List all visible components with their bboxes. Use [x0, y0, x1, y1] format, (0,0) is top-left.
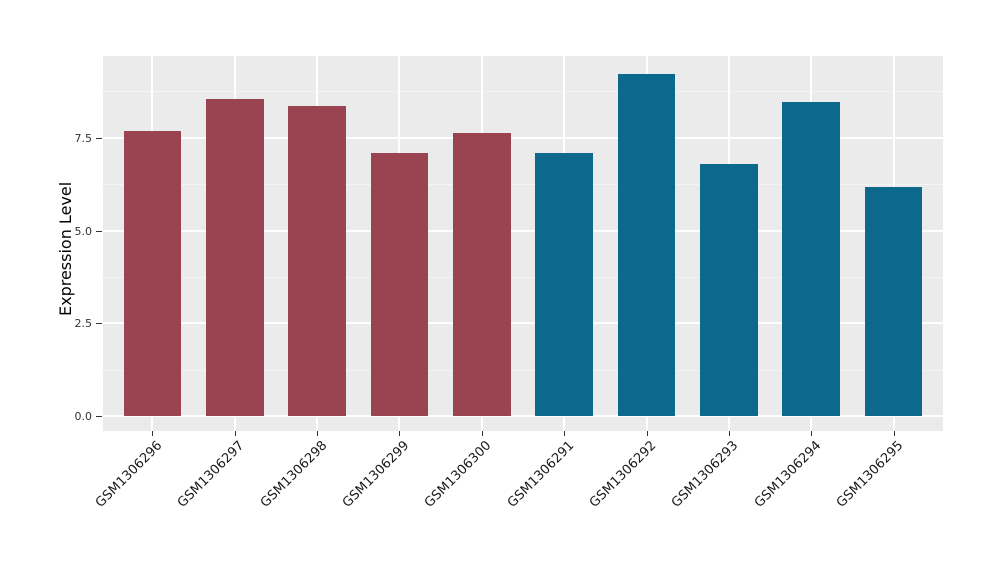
y-tick-label: 2.5: [74, 317, 93, 331]
y-tick-label: 5.0: [74, 224, 93, 238]
bar-GSM1306293: [700, 164, 758, 417]
gridline-minor: [103, 91, 943, 93]
gridline-major: [103, 229, 943, 232]
x-tick-label-text: GSM1306296: [92, 438, 166, 511]
bar-GSM1306299: [370, 153, 429, 417]
x-tick-mark: [811, 431, 813, 436]
bar-GSM1306291: [535, 153, 593, 417]
bar-GSM1306294: [782, 102, 841, 417]
y-tick-mark: [96, 137, 102, 139]
gridline-major: [103, 322, 943, 325]
gridline-major: [103, 415, 943, 418]
x-tick-mark: [646, 431, 648, 436]
bar-GSM1306297: [205, 99, 264, 417]
x-tick-label-text: GSM1306293: [669, 438, 742, 511]
y-tick-label: 0.0: [74, 410, 93, 424]
x-tick-label-text: GSM1306292: [586, 438, 660, 511]
bar-GSM1306296: [123, 131, 182, 417]
x-tick-mark: [728, 431, 730, 436]
bar-GSM1306300: [453, 133, 511, 417]
x-tick-mark: [481, 431, 483, 436]
x-tick-label-text: GSM1306300: [422, 438, 495, 511]
bar-GSM1306298: [288, 106, 346, 417]
bar-GSM1306295: [864, 187, 923, 417]
x-tick-mark: [152, 431, 154, 436]
plot-panel: [103, 56, 943, 431]
x-tick-mark: [234, 431, 236, 436]
x-tick-mark: [399, 431, 401, 436]
x-tick-label-text: GSM1306294: [751, 438, 825, 511]
gridline-minor: [103, 369, 943, 371]
x-tick-label-text: GSM1306297: [175, 438, 248, 511]
bar-GSM1306292: [617, 74, 676, 417]
x-tick-mark: [564, 431, 566, 436]
y-tick-mark: [96, 416, 102, 418]
y-axis-title: Expression Level: [56, 181, 75, 316]
x-tick-label-text: GSM1306298: [257, 438, 331, 511]
gridline-minor: [103, 184, 943, 186]
gridline-minor: [103, 276, 943, 278]
y-tick-label: 7.5: [74, 131, 93, 145]
x-tick-label-text: GSM1306291: [504, 438, 578, 511]
x-tick-label-text: GSM1306299: [339, 438, 413, 511]
gridline-major: [103, 136, 943, 139]
x-tick-mark: [893, 431, 895, 436]
y-tick-mark: [96, 230, 102, 232]
x-tick-label-text: GSM1306295: [834, 438, 907, 511]
x-tick-mark: [317, 431, 319, 436]
y-tick-mark: [96, 323, 102, 325]
